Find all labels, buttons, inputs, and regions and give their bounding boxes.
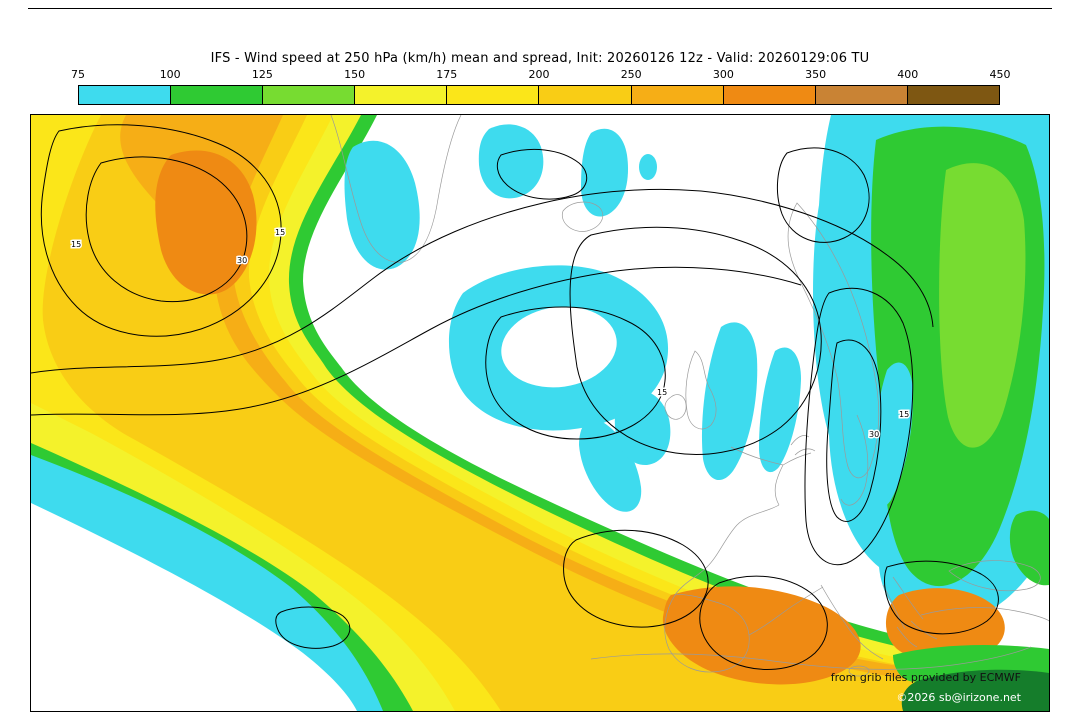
- map-panel: 15 30 15 15 30 15 from grib files provid…: [30, 114, 1050, 712]
- jet-core-algeria: [662, 586, 861, 685]
- colorbar-segment: [815, 86, 908, 104]
- spread-contour: [275, 606, 351, 649]
- colorbar-segment: [907, 86, 999, 104]
- contour-label: 15: [275, 228, 285, 237]
- spread-contour: [826, 339, 882, 522]
- colorbar-tick-label: 250: [620, 68, 642, 81]
- coastline-turkey: [920, 607, 1049, 622]
- colorbar-segment: [355, 86, 448, 104]
- colorbar-tick-label: 450: [989, 68, 1011, 81]
- contour-label: 30: [237, 256, 247, 265]
- coastline-scandinavia: [787, 202, 880, 479]
- colorbar-tick-label: 100: [159, 68, 181, 81]
- cyan-patch-biscay: [614, 390, 671, 466]
- cyan-ring-hole: [501, 306, 617, 388]
- contour-label: 30: [869, 430, 879, 439]
- colorbar-tick-label: 400: [897, 68, 919, 81]
- cyan-patch-north-3: [639, 154, 657, 180]
- spread-contour: [85, 156, 248, 303]
- coastline-iceland: [561, 201, 604, 232]
- wind-region-green-right-edge: [1009, 510, 1049, 586]
- coastlines-layer: [330, 115, 1049, 677]
- contour-label: 15: [657, 388, 667, 397]
- coastline-north-africa: [590, 646, 1032, 670]
- colorbar-segment: [171, 86, 264, 104]
- cyan-streak-baltic-2: [759, 347, 801, 473]
- colorbar-segments: [78, 85, 1000, 105]
- cyan-patch-north-2: [581, 128, 629, 217]
- coastline-med-west: [748, 586, 824, 636]
- jet-core-turkey: [885, 588, 1005, 664]
- colorbar-segment: [263, 86, 356, 104]
- corner-darkgreen-patch: [901, 669, 1049, 711]
- spread-contour: [563, 529, 709, 628]
- spread-contour: [40, 124, 282, 337]
- attribution-copyright: ©2026 sb@irizone.net: [896, 691, 1021, 704]
- wind-fill-layer: [31, 115, 1049, 711]
- jet-core-labrador: [155, 150, 257, 295]
- coastline-iberia: [664, 594, 750, 673]
- colorbar-tick-label: 150: [344, 68, 366, 81]
- coastline-italy: [820, 584, 884, 660]
- colorbar-tick-label: 125: [251, 68, 273, 81]
- wind-streak-cyan-east: [871, 362, 914, 508]
- coastline-france: [674, 504, 780, 596]
- cyan-streak-atlantic-se: [579, 418, 642, 512]
- coastline-greenland: [330, 115, 462, 263]
- colorbar-tick-label: 350: [805, 68, 827, 81]
- spread-contour: [777, 147, 870, 243]
- spread-contour: [485, 306, 666, 440]
- coastline-ireland: [664, 394, 687, 420]
- colorbar-tick-label: 200: [528, 68, 550, 81]
- spread-contour: [804, 288, 914, 566]
- spread-contour: [31, 266, 802, 416]
- colorbar-segment: [539, 86, 632, 104]
- jet-yellow-band: [31, 115, 1049, 711]
- contour-label: 15: [899, 410, 909, 419]
- page-title: IFS - Wind speed at 250 hPa (km/h) mean …: [210, 51, 870, 66]
- cyan-patch-north-1: [478, 124, 544, 199]
- spread-contour-labels: 15 30 15 15 30 15: [70, 227, 911, 441]
- colorbar-ticks: 75 100 125 150 175 200 250 300 350 400 450: [71, 68, 1011, 82]
- map-canvas: 15 30 15 15 30 15: [31, 115, 1049, 711]
- coastline-balkans: [882, 576, 938, 648]
- coastline-black-sea: [948, 560, 1041, 592]
- colorbar-segment: [631, 86, 724, 104]
- coastline-denmark: [782, 435, 816, 466]
- colorbar-segment: [723, 86, 816, 104]
- colorbar-tick-label: 300: [712, 68, 734, 81]
- cyan-patch-greenland: [344, 140, 420, 270]
- coastline-britain: [685, 350, 717, 430]
- cyan-streak-baltic-1: [701, 322, 758, 481]
- coastline-sicily: [848, 665, 870, 677]
- spread-contour: [699, 575, 828, 670]
- spread-contour: [31, 188, 934, 374]
- colorbar-tick-label: 175: [436, 68, 458, 81]
- spread-contour: [884, 560, 999, 635]
- contour-label: 15: [71, 240, 81, 249]
- colorbar-segment: [447, 86, 540, 104]
- attribution-source: from grib files provided by ECMWF: [830, 671, 1021, 684]
- spread-contour: [496, 148, 588, 200]
- coastline-baltic: [840, 414, 869, 506]
- wind-region-brightgreen-core: [939, 163, 1026, 448]
- colorbar-segment: [79, 86, 172, 104]
- colorbar-tick-label: 75: [71, 68, 85, 81]
- spread-contour: [569, 226, 822, 455]
- top-divider: [28, 8, 1052, 9]
- spread-contours-layer: [31, 124, 999, 670]
